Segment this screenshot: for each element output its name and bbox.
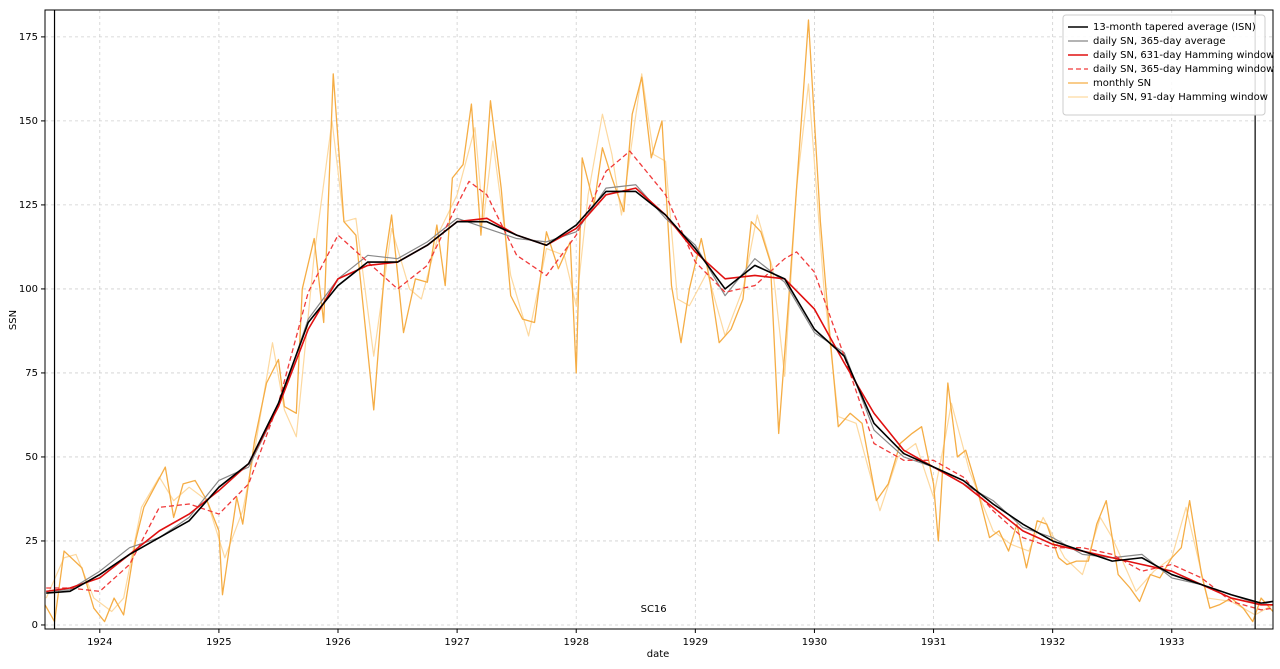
x-tick-label: 1924 xyxy=(87,637,112,648)
y-tick-label: 75 xyxy=(25,368,38,379)
legend-label: monthly SN xyxy=(1093,78,1151,89)
x-tick-label: 1933 xyxy=(1159,637,1184,648)
annotation: SC16 xyxy=(641,604,667,615)
series-line xyxy=(45,73,1273,616)
y-tick-label: 100 xyxy=(19,284,38,295)
legend-box xyxy=(1062,14,1266,116)
y-tick-label: 125 xyxy=(19,200,38,211)
y-tick-label: 175 xyxy=(19,32,38,43)
plot-area xyxy=(45,19,1273,623)
y-tick-label: 0 xyxy=(32,620,38,631)
x-tick-label: 1928 xyxy=(563,637,588,648)
legend-label: 13-month tapered average (ISN) xyxy=(1093,22,1256,33)
x-tick-label: 1930 xyxy=(802,637,827,648)
series-line xyxy=(46,190,1273,604)
y-tick-label: 25 xyxy=(25,536,38,547)
legend-label: daily SN, 91-day Hamming window xyxy=(1093,92,1268,103)
y-tick-label: 150 xyxy=(19,116,38,127)
x-axis-label: date xyxy=(647,649,670,660)
plot-frame xyxy=(44,9,1274,630)
x-tick-label: 1926 xyxy=(325,637,350,648)
x-tick-label: 1925 xyxy=(206,637,231,648)
legend-label: daily SN, 365-day average xyxy=(1093,36,1226,47)
y-tick-label: 50 xyxy=(25,452,38,463)
legend-label: daily SN, 365-day Hamming window xyxy=(1093,64,1274,75)
x-tick-label: 1931 xyxy=(921,637,946,648)
series-line xyxy=(46,184,1273,606)
x-tick-label: 1929 xyxy=(683,637,708,648)
x-tick-label: 1932 xyxy=(1040,637,1065,648)
y-axis-label: SSN xyxy=(8,310,19,330)
series-line xyxy=(45,19,1273,623)
legend-label: daily SN, 631-day Hamming window xyxy=(1093,50,1274,61)
x-tick-label: 1927 xyxy=(444,637,469,648)
legend: 13-month tapered average (ISN) daily SN, … xyxy=(1062,14,1274,116)
